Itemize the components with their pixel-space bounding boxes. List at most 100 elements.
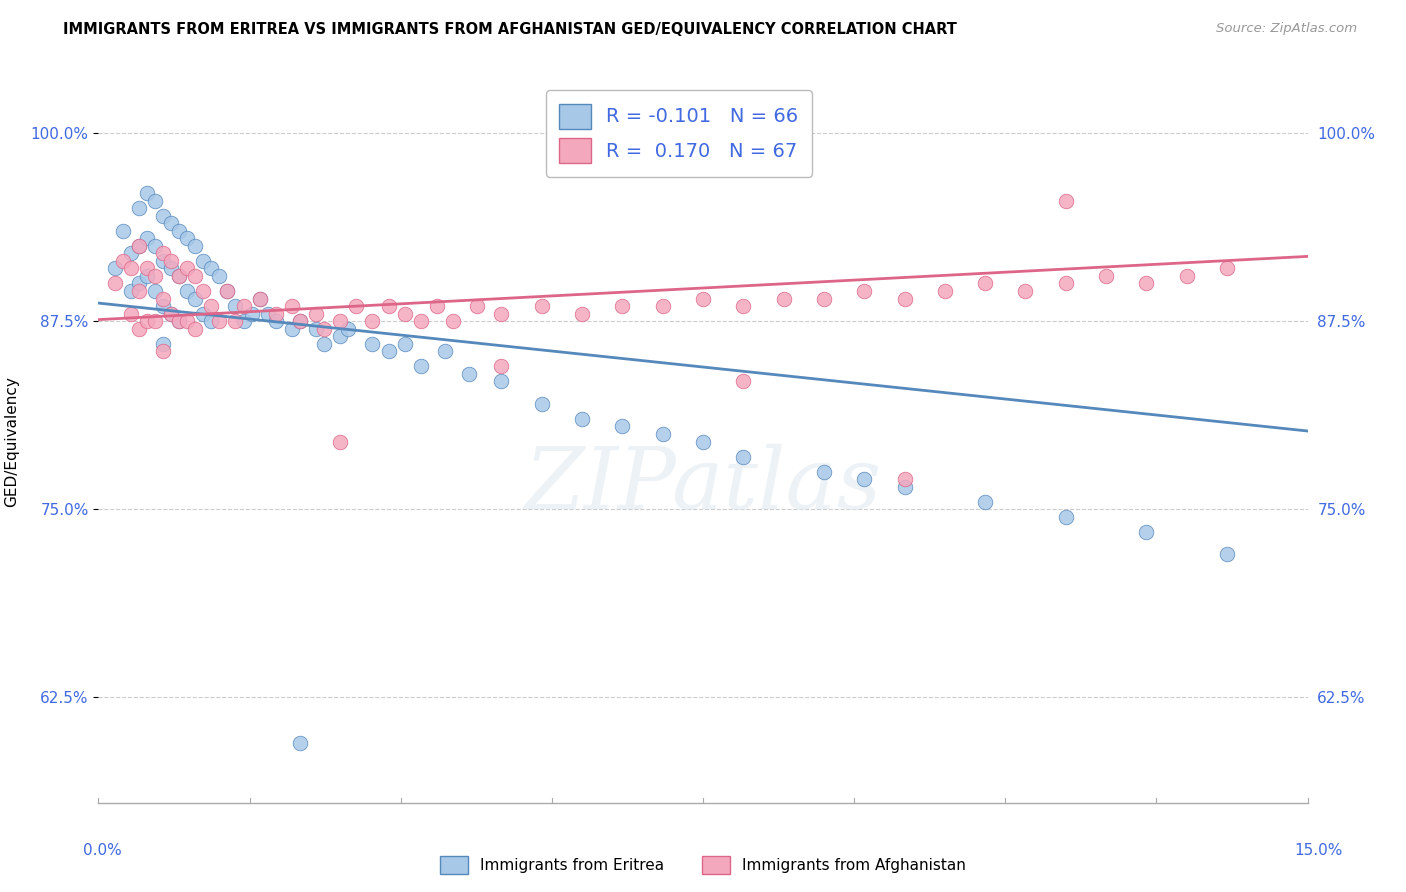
- Text: ZIPatlas: ZIPatlas: [524, 443, 882, 526]
- Point: [377, 344, 399, 359]
- Point: [571, 412, 593, 426]
- Point: [491, 307, 513, 321]
- Point: [184, 321, 207, 335]
- Point: [193, 284, 215, 298]
- Point: [893, 292, 915, 306]
- Point: [232, 314, 254, 328]
- Point: [813, 292, 835, 306]
- Point: [733, 299, 755, 313]
- Point: [491, 375, 513, 389]
- Point: [208, 314, 231, 328]
- Point: [217, 284, 239, 298]
- Point: [305, 307, 328, 321]
- Point: [128, 277, 150, 291]
- Point: [441, 314, 464, 328]
- Point: [143, 239, 166, 253]
- Legend: R = -0.101   N = 66, R =  0.170   N = 67: R = -0.101 N = 66, R = 0.170 N = 67: [546, 90, 811, 177]
- Point: [491, 359, 513, 374]
- Point: [103, 261, 125, 276]
- Point: [217, 284, 239, 298]
- Point: [692, 292, 714, 306]
- Point: [361, 314, 384, 328]
- Point: [120, 261, 142, 276]
- Point: [167, 268, 190, 283]
- Point: [193, 253, 215, 268]
- Point: [143, 284, 166, 298]
- Point: [458, 367, 481, 381]
- Point: [1216, 261, 1239, 276]
- Point: [249, 292, 271, 306]
- Point: [135, 268, 157, 283]
- Point: [128, 321, 150, 335]
- Point: [612, 419, 634, 434]
- Point: [152, 299, 174, 313]
- Point: [530, 299, 553, 313]
- Point: [249, 292, 271, 306]
- Point: [337, 321, 360, 335]
- Point: [224, 299, 246, 313]
- Point: [152, 246, 174, 260]
- Point: [135, 314, 157, 328]
- Point: [733, 450, 755, 464]
- Point: [813, 465, 835, 479]
- Point: [160, 253, 183, 268]
- Point: [314, 336, 336, 351]
- Point: [361, 336, 384, 351]
- Point: [120, 284, 142, 298]
- Point: [152, 253, 174, 268]
- Point: [176, 314, 198, 328]
- Point: [329, 314, 352, 328]
- Point: [1175, 268, 1198, 283]
- Point: [193, 307, 215, 321]
- Point: [314, 321, 336, 335]
- Point: [176, 261, 198, 276]
- Point: [143, 314, 166, 328]
- Point: [651, 427, 673, 442]
- Point: [772, 292, 794, 306]
- Text: Source: ZipAtlas.com: Source: ZipAtlas.com: [1216, 22, 1357, 36]
- Point: [612, 299, 634, 313]
- Point: [143, 194, 166, 208]
- Point: [184, 268, 207, 283]
- Point: [200, 261, 222, 276]
- Point: [733, 375, 755, 389]
- Point: [394, 336, 416, 351]
- Point: [288, 314, 311, 328]
- Point: [240, 307, 263, 321]
- Point: [974, 494, 997, 508]
- Point: [974, 277, 997, 291]
- Point: [167, 224, 190, 238]
- Point: [377, 299, 399, 313]
- Point: [329, 434, 352, 449]
- Point: [200, 299, 222, 313]
- Point: [409, 314, 432, 328]
- Point: [103, 277, 125, 291]
- Point: [934, 284, 956, 298]
- Point: [264, 307, 287, 321]
- Point: [224, 314, 246, 328]
- Point: [1135, 524, 1157, 539]
- Point: [409, 359, 432, 374]
- Point: [1054, 509, 1077, 524]
- Point: [426, 299, 449, 313]
- Point: [651, 299, 673, 313]
- Point: [184, 239, 207, 253]
- Point: [176, 231, 198, 245]
- Point: [893, 480, 915, 494]
- Point: [135, 261, 157, 276]
- Point: [329, 329, 352, 343]
- Point: [120, 246, 142, 260]
- Point: [853, 472, 876, 486]
- Point: [1014, 284, 1036, 298]
- Point: [465, 299, 488, 313]
- Point: [152, 209, 174, 223]
- Point: [208, 268, 231, 283]
- Point: [160, 216, 183, 230]
- Point: [281, 299, 304, 313]
- Point: [344, 299, 367, 313]
- Point: [160, 261, 183, 276]
- Point: [160, 307, 183, 321]
- Point: [167, 314, 190, 328]
- Point: [111, 253, 134, 268]
- Point: [434, 344, 457, 359]
